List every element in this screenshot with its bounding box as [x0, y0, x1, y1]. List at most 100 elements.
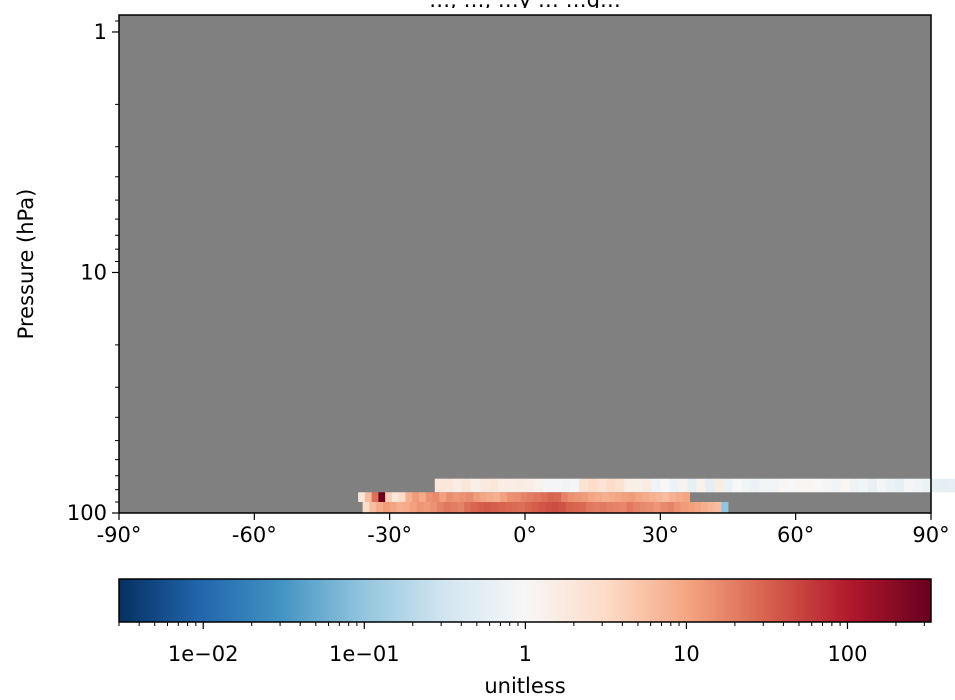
heatmap-cell	[561, 492, 569, 502]
heatmap-cell	[552, 501, 560, 513]
y-tick-label: 1	[94, 20, 107, 44]
heatmap-cell	[608, 492, 616, 502]
heatmap-cell	[554, 492, 562, 502]
heatmap-cell	[525, 501, 533, 513]
heatmap-cell	[694, 501, 702, 513]
heatmap-cell	[443, 478, 454, 493]
heatmap-cell	[822, 478, 833, 493]
heatmap-cell	[561, 478, 571, 493]
heatmap-cell	[434, 478, 445, 493]
heatmap-cell	[486, 492, 494, 502]
heatmap-cell	[750, 478, 760, 493]
y-axis: 1 10 100	[67, 20, 119, 525]
heatmap-cell	[418, 492, 427, 502]
heatmap-cell	[450, 501, 458, 513]
heatmap-cell	[423, 501, 431, 513]
heatmap-cell	[497, 478, 508, 493]
heatmap-cell	[531, 501, 539, 513]
colorbar-tick-label: 10	[673, 642, 700, 666]
heatmap-cell	[768, 478, 779, 493]
x-tick-label: -60°	[232, 523, 277, 547]
heatmap-cell	[741, 478, 751, 493]
heatmap-cell	[457, 501, 465, 513]
heatmap-cell	[714, 478, 724, 493]
heatmap-cell	[831, 478, 842, 493]
x-tick-label: -90°	[97, 523, 142, 547]
heatmap-cell	[581, 492, 589, 502]
heatmap-cell	[570, 478, 580, 493]
heatmap-cell	[588, 478, 598, 493]
heatmap-cell	[813, 478, 824, 493]
heatmap-cell	[885, 478, 896, 493]
heatmap-cell	[669, 492, 677, 502]
heatmap-cell	[669, 478, 679, 493]
heatmap-cell	[398, 492, 406, 502]
heatmap-cell	[682, 492, 691, 502]
heatmap-cell	[619, 501, 627, 513]
heatmap-cell	[621, 492, 630, 502]
heatmap-cell	[597, 478, 607, 493]
heatmap-cell	[371, 492, 379, 502]
heatmap-cell	[437, 501, 445, 513]
heatmap-cell	[405, 492, 413, 502]
heatmap-cell	[389, 501, 397, 513]
heatmap-cell	[640, 501, 648, 513]
heatmap-cell	[382, 501, 391, 513]
heatmap-cell	[439, 492, 447, 502]
heatmap-cell	[673, 501, 682, 513]
heatmap-cell	[488, 478, 499, 493]
heatmap-cell	[795, 478, 806, 493]
colorbar-label: unitless	[484, 674, 565, 698]
heatmap-cell	[579, 478, 589, 493]
heatmap-cell	[491, 501, 499, 513]
heatmap-cell	[464, 501, 472, 513]
heatmap-cell	[558, 501, 566, 513]
heatmap-cell	[732, 478, 742, 493]
heatmap-cell	[592, 501, 600, 513]
heatmap-cell	[527, 492, 535, 502]
heatmap-cell	[588, 492, 596, 502]
heatmap-cell	[840, 478, 851, 493]
heatmap-cell	[687, 501, 695, 513]
heatmap-cell	[601, 492, 609, 502]
colorbar-tick-label: 1e−02	[168, 642, 239, 666]
heatmap-cell	[396, 501, 404, 513]
heatmap-cell	[511, 501, 519, 513]
heatmap-cell	[594, 492, 603, 502]
heatmap-cell	[452, 492, 460, 502]
heatmap-cell	[479, 492, 488, 502]
heatmap-cell	[376, 501, 384, 513]
heatmap-cell	[931, 478, 941, 493]
heatmap-cell	[545, 501, 553, 513]
heatmap-cell	[653, 501, 661, 513]
heatmap-cell	[538, 501, 546, 513]
heatmap-cell	[649, 492, 657, 502]
heatmap-cell	[547, 492, 555, 502]
heatmap-cell	[432, 492, 440, 502]
heatmap-cell	[552, 478, 562, 493]
heatmap-cell	[680, 501, 688, 513]
heatmap-cell	[599, 501, 607, 513]
colorbar-tick-label: 100	[827, 642, 867, 666]
heatmap-cell	[470, 501, 479, 513]
heatmap-cell	[409, 501, 418, 513]
heatmap-cell	[921, 478, 932, 493]
heatmap-cell	[940, 478, 950, 493]
heatmap-cell	[430, 501, 438, 513]
heatmap-cell	[534, 492, 542, 502]
heatmap-cell	[714, 501, 722, 513]
heatmap-cell	[369, 501, 377, 513]
heatmap-cell	[364, 492, 373, 502]
colorbar-tick-label: 1e−01	[329, 642, 400, 666]
heatmap-cell	[506, 492, 515, 502]
y-tick-label: 100	[67, 501, 107, 525]
x-tick-label: 90°	[912, 523, 949, 547]
heatmap-cell	[615, 478, 625, 493]
heatmap-cell	[615, 492, 623, 502]
heatmap-cell	[633, 478, 643, 493]
heatmap-cell	[579, 501, 587, 513]
plot-background	[119, 15, 931, 513]
heatmap-cell	[626, 501, 634, 513]
y-tick-label: 10	[80, 260, 107, 284]
heatmap-cell	[903, 478, 914, 493]
